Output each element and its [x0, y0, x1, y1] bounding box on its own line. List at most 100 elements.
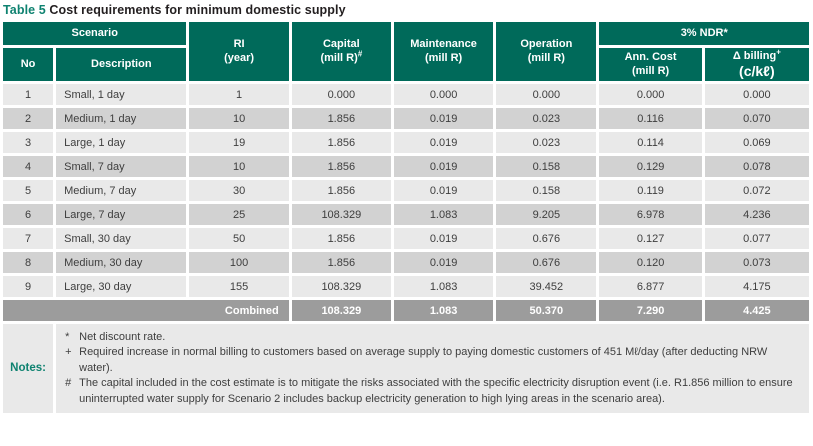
cell-operation: 39.452	[496, 276, 597, 297]
notes-label: Notes:	[3, 324, 54, 413]
cell-billing: 4.236	[704, 204, 809, 225]
combined-row: Combined 108.329 1.083 50.370 7.290 4.42…	[3, 300, 809, 321]
cell-billing: 4.175	[704, 276, 809, 297]
cell-ann-cost: 6.978	[599, 204, 702, 225]
cell-ann-cost: 0.120	[599, 252, 702, 273]
combined-maintenance: 1.083	[393, 300, 494, 321]
cell-ri: 1	[189, 84, 289, 105]
cell-capital: 1.856	[291, 132, 391, 153]
table-caption: Cost requirements for minimum domestic s…	[45, 3, 346, 17]
col-header-maintenance: Maintenance (mill R)	[393, 22, 494, 81]
note-text: The capital included in the cost estimat…	[79, 377, 793, 405]
cell-billing: 0.078	[704, 156, 809, 177]
col-header-no: No	[3, 48, 54, 81]
cell-description: Small, 30 day	[56, 228, 187, 249]
cell-maintenance: 0.019	[393, 108, 494, 129]
col-header-description: Description	[56, 48, 187, 81]
cell-no: 8	[3, 252, 54, 273]
cell-no: 4	[3, 156, 54, 177]
notes-row: Notes: * Net discount rate. + Required i…	[3, 324, 809, 413]
header-row-bottom: No Description Ann. Cost (mill R) Δ bill…	[3, 48, 809, 81]
table-row: 4 Small, 7 day 10 1.856 0.019 0.158 0.12…	[3, 156, 809, 177]
cell-no: 7	[3, 228, 54, 249]
cell-no: 1	[3, 84, 54, 105]
table-row: 3 Large, 1 day 19 1.856 0.019 0.023 0.11…	[3, 132, 809, 153]
cell-capital: 1.856	[291, 228, 391, 249]
cell-description: Large, 1 day	[56, 132, 187, 153]
cell-no: 3	[3, 132, 54, 153]
note-text: Required increase in normal billing to c…	[79, 346, 768, 374]
combined-label: Combined	[3, 300, 289, 321]
cell-maintenance: 0.019	[393, 180, 494, 201]
cell-ri: 30	[189, 180, 289, 201]
cell-ann-cost: 0.129	[599, 156, 702, 177]
cell-no: 9	[3, 276, 54, 297]
cell-operation: 9.205	[496, 204, 597, 225]
cell-ri: 155	[189, 276, 289, 297]
cell-operation: 0.158	[496, 156, 597, 177]
cell-description: Medium, 1 day	[56, 108, 187, 129]
cell-ri: 25	[189, 204, 289, 225]
cell-no: 5	[3, 180, 54, 201]
cell-description: Medium, 30 day	[56, 252, 187, 273]
cell-description: Large, 7 day	[56, 204, 187, 225]
col-header-operation: Operation (mill R)	[496, 22, 597, 81]
header-row-top: Scenario RI (year) Capital (mill R)# Mai…	[3, 22, 809, 81]
cell-ri: 50	[189, 228, 289, 249]
note-item: + Required increase in normal billing to…	[62, 345, 799, 376]
cell-description: Small, 7 day	[56, 156, 187, 177]
cell-capital: 1.856	[291, 108, 391, 129]
note-marker: #	[65, 377, 72, 390]
table-number: Table 5	[3, 3, 46, 17]
cell-ri: 19	[189, 132, 289, 153]
cell-operation: 0.023	[496, 132, 597, 153]
combined-ann-cost: 7.290	[599, 300, 702, 321]
cell-billing: 0.069	[704, 132, 809, 153]
cell-ann-cost: 6.877	[599, 276, 702, 297]
combined-billing: 4.425	[704, 300, 809, 321]
note-marker: +	[65, 346, 72, 359]
cell-ri: 10	[189, 156, 289, 177]
col-header-billing: Δ billing+ (c/kℓ)	[704, 48, 809, 81]
cell-operation: 0.000	[496, 84, 597, 105]
table-title: Table 5 Cost requirements for minimum do…	[3, 3, 813, 17]
cell-billing: 0.077	[704, 228, 809, 249]
cell-ann-cost: 0.114	[599, 132, 702, 153]
cell-operation: 0.023	[496, 108, 597, 129]
cell-maintenance: 0.019	[393, 156, 494, 177]
cell-maintenance: 0.019	[393, 132, 494, 153]
cell-ann-cost: 0.119	[599, 180, 702, 201]
table-row: 6 Large, 7 day 25 108.329 1.083 9.205 6.…	[3, 204, 809, 225]
cell-description: Large, 30 day	[56, 276, 187, 297]
notes-content: * Net discount rate. + Required increase…	[56, 324, 809, 413]
cell-maintenance: 0.000	[393, 84, 494, 105]
col-header-ann-cost: Ann. Cost (mill R)	[599, 48, 702, 81]
cell-capital: 108.329	[291, 276, 391, 297]
table-row: 1 Small, 1 day 1 0.000 0.000 0.000 0.000…	[3, 84, 809, 105]
cell-billing: 0.072	[704, 180, 809, 201]
table-row: 9 Large, 30 day 155 108.329 1.083 39.452…	[3, 276, 809, 297]
note-item: * Net discount rate.	[62, 330, 799, 345]
cell-operation: 0.158	[496, 180, 597, 201]
cell-operation: 0.676	[496, 252, 597, 273]
cell-maintenance: 1.083	[393, 276, 494, 297]
combined-operation: 50.370	[496, 300, 597, 321]
cell-capital: 0.000	[291, 84, 391, 105]
cell-billing: 0.000	[704, 84, 809, 105]
cell-billing: 0.070	[704, 108, 809, 129]
cell-no: 2	[3, 108, 54, 129]
col-header-scenario: Scenario	[3, 22, 187, 45]
cell-capital: 108.329	[291, 204, 391, 225]
col-header-ndr: 3% NDR*	[599, 22, 809, 45]
combined-capital: 108.329	[291, 300, 391, 321]
cell-operation: 0.676	[496, 228, 597, 249]
col-header-capital: Capital (mill R)#	[291, 22, 391, 81]
cell-ri: 100	[189, 252, 289, 273]
cell-maintenance: 0.019	[393, 252, 494, 273]
cell-maintenance: 1.083	[393, 204, 494, 225]
cell-ann-cost: 0.127	[599, 228, 702, 249]
cell-maintenance: 0.019	[393, 228, 494, 249]
table-row: 7 Small, 30 day 50 1.856 0.019 0.676 0.1…	[3, 228, 809, 249]
note-item: # The capital included in the cost estim…	[62, 376, 799, 407]
cell-description: Medium, 7 day	[56, 180, 187, 201]
